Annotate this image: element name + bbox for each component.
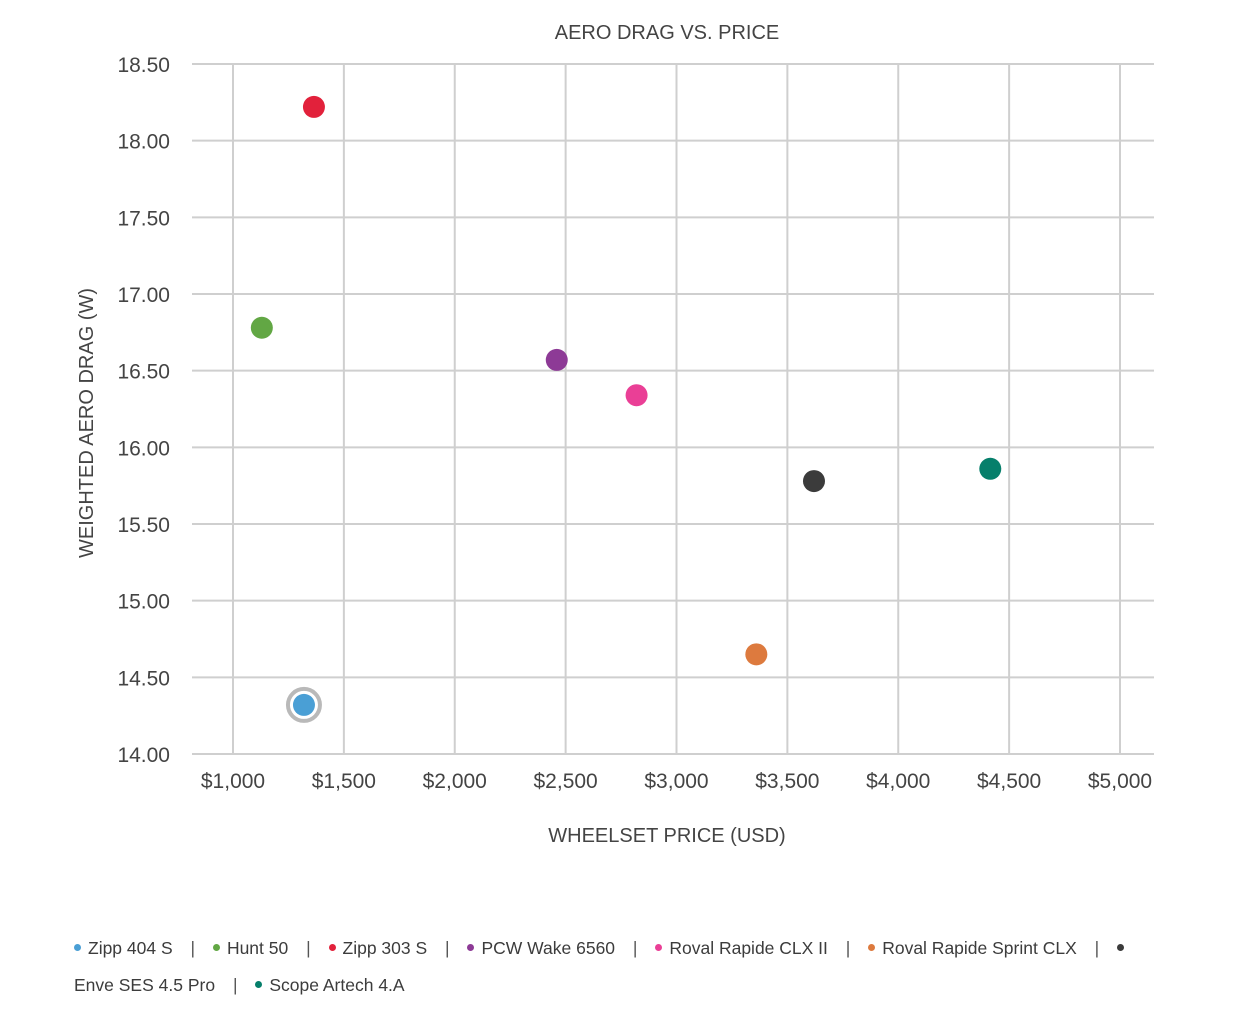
data-point-zipp-404-s[interactable] bbox=[292, 693, 315, 716]
legend-marker-icon bbox=[1117, 943, 1125, 951]
x-tick-label: $4,000 bbox=[866, 770, 930, 793]
data-point-roval-rapide-sprint-clx[interactable] bbox=[745, 643, 768, 666]
legend-separator: | bbox=[845, 938, 851, 958]
grid bbox=[192, 63, 1154, 755]
y-tick-label: 18.00 bbox=[117, 131, 170, 154]
x-tick-label: $1,500 bbox=[312, 770, 376, 793]
data-point-zipp-303-s[interactable] bbox=[302, 95, 325, 118]
legend-marker-icon bbox=[255, 980, 263, 988]
data-point-hunt-50[interactable] bbox=[250, 316, 273, 339]
legend-separator: | bbox=[190, 938, 196, 958]
x-tick-label: $2,500 bbox=[534, 770, 598, 793]
legend-label: Zipp 303 S bbox=[342, 938, 428, 958]
data-point-scope-artech-4-a[interactable] bbox=[979, 457, 1002, 480]
legend-separator: | bbox=[232, 975, 238, 995]
legend-label: Scope Artech 4.A bbox=[269, 975, 405, 995]
legend-item[interactable]: Enve SES 4.5 Pro bbox=[74, 938, 1131, 995]
legend-marker-icon bbox=[467, 943, 475, 951]
x-tick-label: $2,000 bbox=[423, 770, 487, 793]
legend-item[interactable]: Scope Artech 4.A bbox=[255, 975, 405, 995]
legend-item[interactable]: Roval Rapide CLX II bbox=[655, 938, 828, 958]
legend-marker-icon bbox=[74, 943, 81, 951]
y-axis-label: WEIGHTED AERO DRAG (W) bbox=[76, 288, 98, 558]
legend-item[interactable]: Zipp 404 S bbox=[74, 938, 173, 958]
data-points bbox=[250, 95, 1002, 723]
legend-label: Hunt 50 bbox=[226, 938, 289, 958]
data-point-enve-ses-4-5-pro[interactable] bbox=[802, 470, 825, 493]
x-tick-label: $1,000 bbox=[201, 770, 265, 793]
y-tick-label: 16.50 bbox=[117, 361, 170, 384]
y-tick-label: 15.50 bbox=[117, 514, 170, 537]
legend-separator: | bbox=[1094, 938, 1100, 958]
legend-item[interactable]: Roval Rapide Sprint CLX bbox=[868, 938, 1077, 958]
legend-separator: | bbox=[306, 938, 311, 958]
chart-legend: Zipp 404 S | Hunt 50 | Zipp 303 S | PCW … bbox=[74, 930, 1164, 1004]
x-tick-label: $3,000 bbox=[644, 770, 708, 793]
y-tick-label: 17.00 bbox=[117, 284, 170, 307]
y-tick-label: 15.00 bbox=[117, 591, 170, 614]
legend-marker-icon bbox=[212, 943, 220, 951]
y-tick-label: 14.50 bbox=[117, 667, 170, 690]
scatter-chart: AERO DRAG VS. PRICE 14.00 14.50 15.00 15.50… bbox=[76, 22, 1154, 847]
x-axis-ticks: $1,000 $1,500 $2,000 $2,500 $3,000 $3,500 $4,0… bbox=[201, 770, 1152, 793]
data-point-roval-rapide-clx-ii[interactable] bbox=[625, 384, 648, 407]
legend-label: PCW Wake 6560 bbox=[481, 938, 616, 958]
legend-label: Enve SES 4.5 Pro bbox=[74, 975, 216, 995]
y-axis-ticks: 14.00 14.50 15.00 15.50 16.00 16.50 17.00 17.50… bbox=[117, 54, 170, 767]
x-axis-label: WHEELSET PRICE (USD) bbox=[548, 825, 785, 847]
legend-item[interactable]: Hunt 50 bbox=[212, 938, 289, 958]
chart-title: AERO DRAG VS. PRICE bbox=[555, 22, 780, 44]
y-tick-label: 14.00 bbox=[117, 744, 170, 767]
legend-marker-icon bbox=[328, 943, 336, 951]
legend-label: Roval Rapide Sprint CLX bbox=[882, 938, 1077, 958]
legend-label: Roval Rapide CLX II bbox=[669, 938, 828, 958]
y-tick-label: 16.00 bbox=[117, 437, 170, 460]
legend-marker-icon bbox=[868, 943, 876, 951]
legend-separator: | bbox=[445, 938, 450, 958]
legend-label: Zipp 404 S bbox=[88, 938, 173, 958]
data-point-pcw-wake-6560[interactable] bbox=[545, 348, 568, 371]
x-tick-label: $3,500 bbox=[755, 770, 819, 793]
y-tick-label: 17.50 bbox=[117, 207, 170, 230]
legend-item[interactable]: Zipp 303 S bbox=[328, 938, 428, 958]
legend-marker-icon bbox=[655, 943, 663, 951]
legend-item[interactable]: PCW Wake 6560 bbox=[467, 938, 615, 958]
legend-separator: | bbox=[632, 938, 638, 958]
y-tick-label: 18.50 bbox=[117, 54, 170, 77]
x-tick-label: $4,500 bbox=[977, 770, 1041, 793]
x-tick-label: $5,000 bbox=[1088, 770, 1152, 793]
